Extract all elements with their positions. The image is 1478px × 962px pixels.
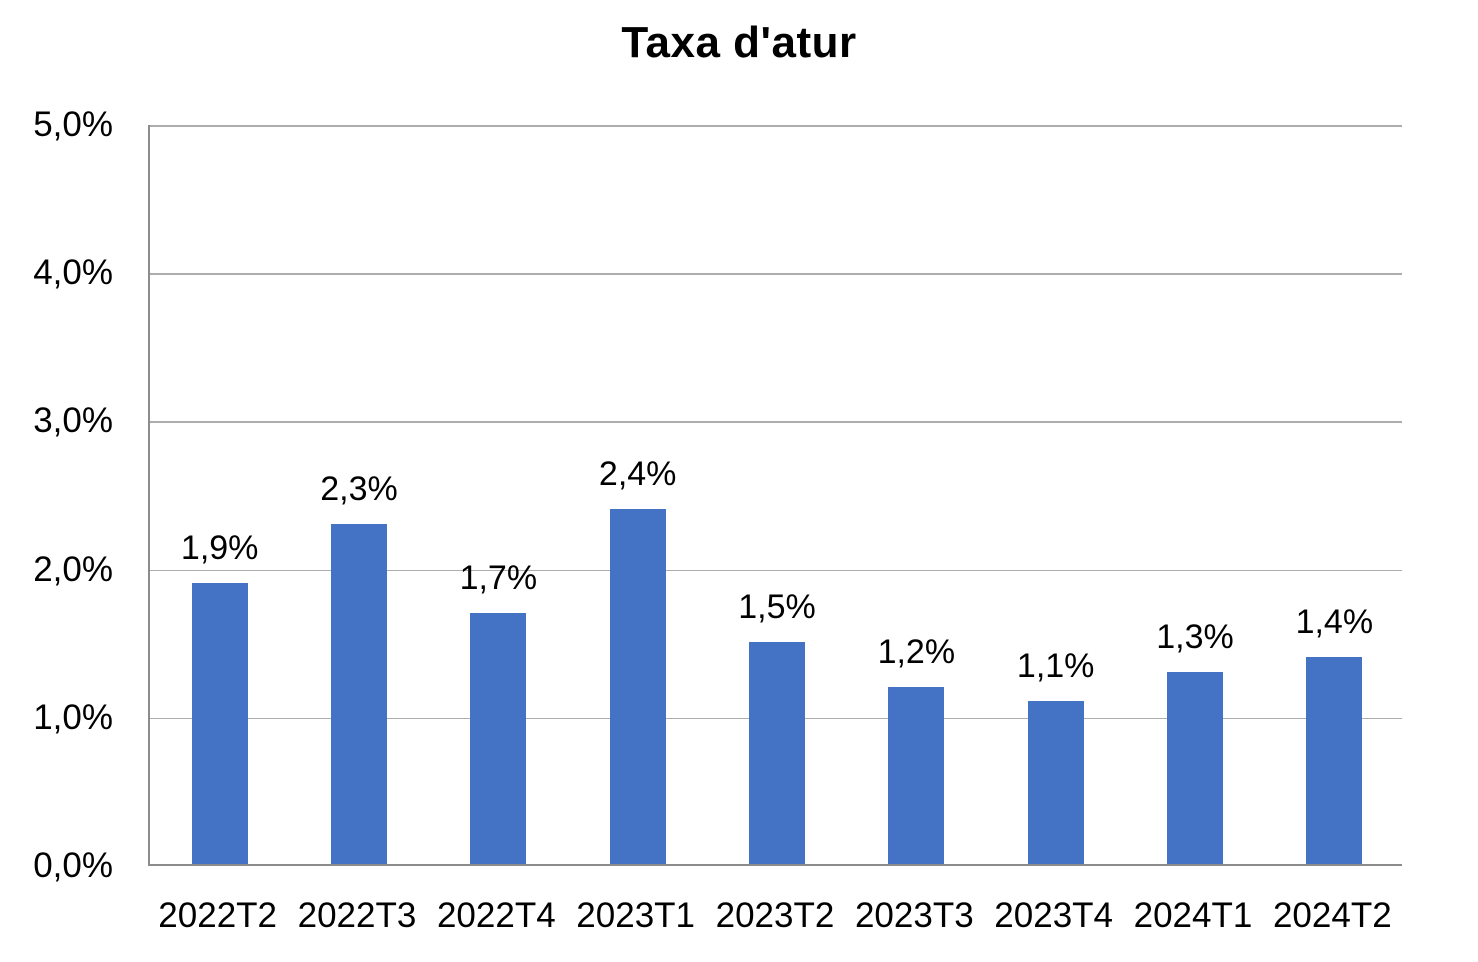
y-tick-label: 4,0% <box>33 253 113 293</box>
bar-column: 1,3% <box>1125 125 1264 864</box>
bar-column: 1,4% <box>1265 125 1404 864</box>
x-tick-label: 2023T1 <box>576 896 696 935</box>
bar-column: 1,7% <box>429 125 568 864</box>
bar-value-label: 1,3% <box>1156 617 1234 656</box>
x-tick-label: 2023T3 <box>854 896 974 935</box>
bar-column: 2,4% <box>568 125 707 864</box>
y-axis: 5,0% 4,0% 3,0% 2,0% 1,0% 0,0% <box>0 0 113 962</box>
bar-2023T2 <box>748 642 805 864</box>
bar-value-label: 2,4% <box>598 455 677 494</box>
bar-2023T1 <box>609 509 666 864</box>
x-tick-label: 2022T3 <box>297 896 417 935</box>
bar-value-label: 2,3% <box>320 470 398 509</box>
bar-column: 1,9% <box>150 125 289 864</box>
bar-value-label: 1,7% <box>459 558 538 597</box>
y-tick-label: 5,0% <box>33 105 113 144</box>
bar-2023T3 <box>888 686 945 864</box>
x-tick-label: 2022T4 <box>436 896 556 935</box>
bar-2022T2 <box>191 583 248 864</box>
y-tick-label: 0,0% <box>33 846 113 885</box>
chart-title: Taxa d'atur <box>621 18 857 67</box>
bar-2022T4 <box>470 612 527 864</box>
bar-2024T2 <box>1306 657 1363 864</box>
gridline <box>150 125 1402 127</box>
bar-value-label: 1,1% <box>1016 647 1095 686</box>
gridline <box>150 273 1402 275</box>
y-tick-label: 3,0% <box>33 401 113 441</box>
plot-area: 1,9% 2,3% 1,7% 2,4% 1,5% 1,2% 1,1% 1,3% 1,4% <box>148 125 1402 866</box>
x-axis: 2022T2 2022T3 2022T4 2023T1 2023T2 2023T3 2023… <box>148 892 1402 944</box>
bar-series: 1,9% 2,3% 1,7% 2,4% 1,5% 1,2% 1,1% 1,3% 1,4% <box>150 125 1402 864</box>
x-tick-label: 2022T2 <box>158 896 278 935</box>
bar-value-label: 1,4% <box>1295 603 1374 642</box>
y-tick-label: 2,0% <box>33 549 113 589</box>
gridline <box>150 421 1402 423</box>
bar-value-label: 1,5% <box>738 588 816 627</box>
bar-column: 1,5% <box>707 125 846 864</box>
bar-column: 1,1% <box>986 125 1125 864</box>
x-tick-label: 2023T2 <box>715 896 835 935</box>
bar-2024T1 <box>1166 671 1223 864</box>
bar-value-label: 1,9% <box>180 529 259 568</box>
bar-column: 2,3% <box>289 125 428 864</box>
gridline <box>150 569 1402 572</box>
y-tick-label: 1,0% <box>33 697 113 737</box>
x-tick-label: 2023T4 <box>994 896 1114 935</box>
bar-2023T4 <box>1027 701 1084 864</box>
x-tick-label: 2024T2 <box>1272 896 1392 935</box>
bar-value-label: 1,2% <box>877 632 956 671</box>
bar-column: 1,2% <box>847 125 986 864</box>
bar-2022T3 <box>330 524 387 864</box>
x-tick-label: 2024T1 <box>1133 896 1253 935</box>
